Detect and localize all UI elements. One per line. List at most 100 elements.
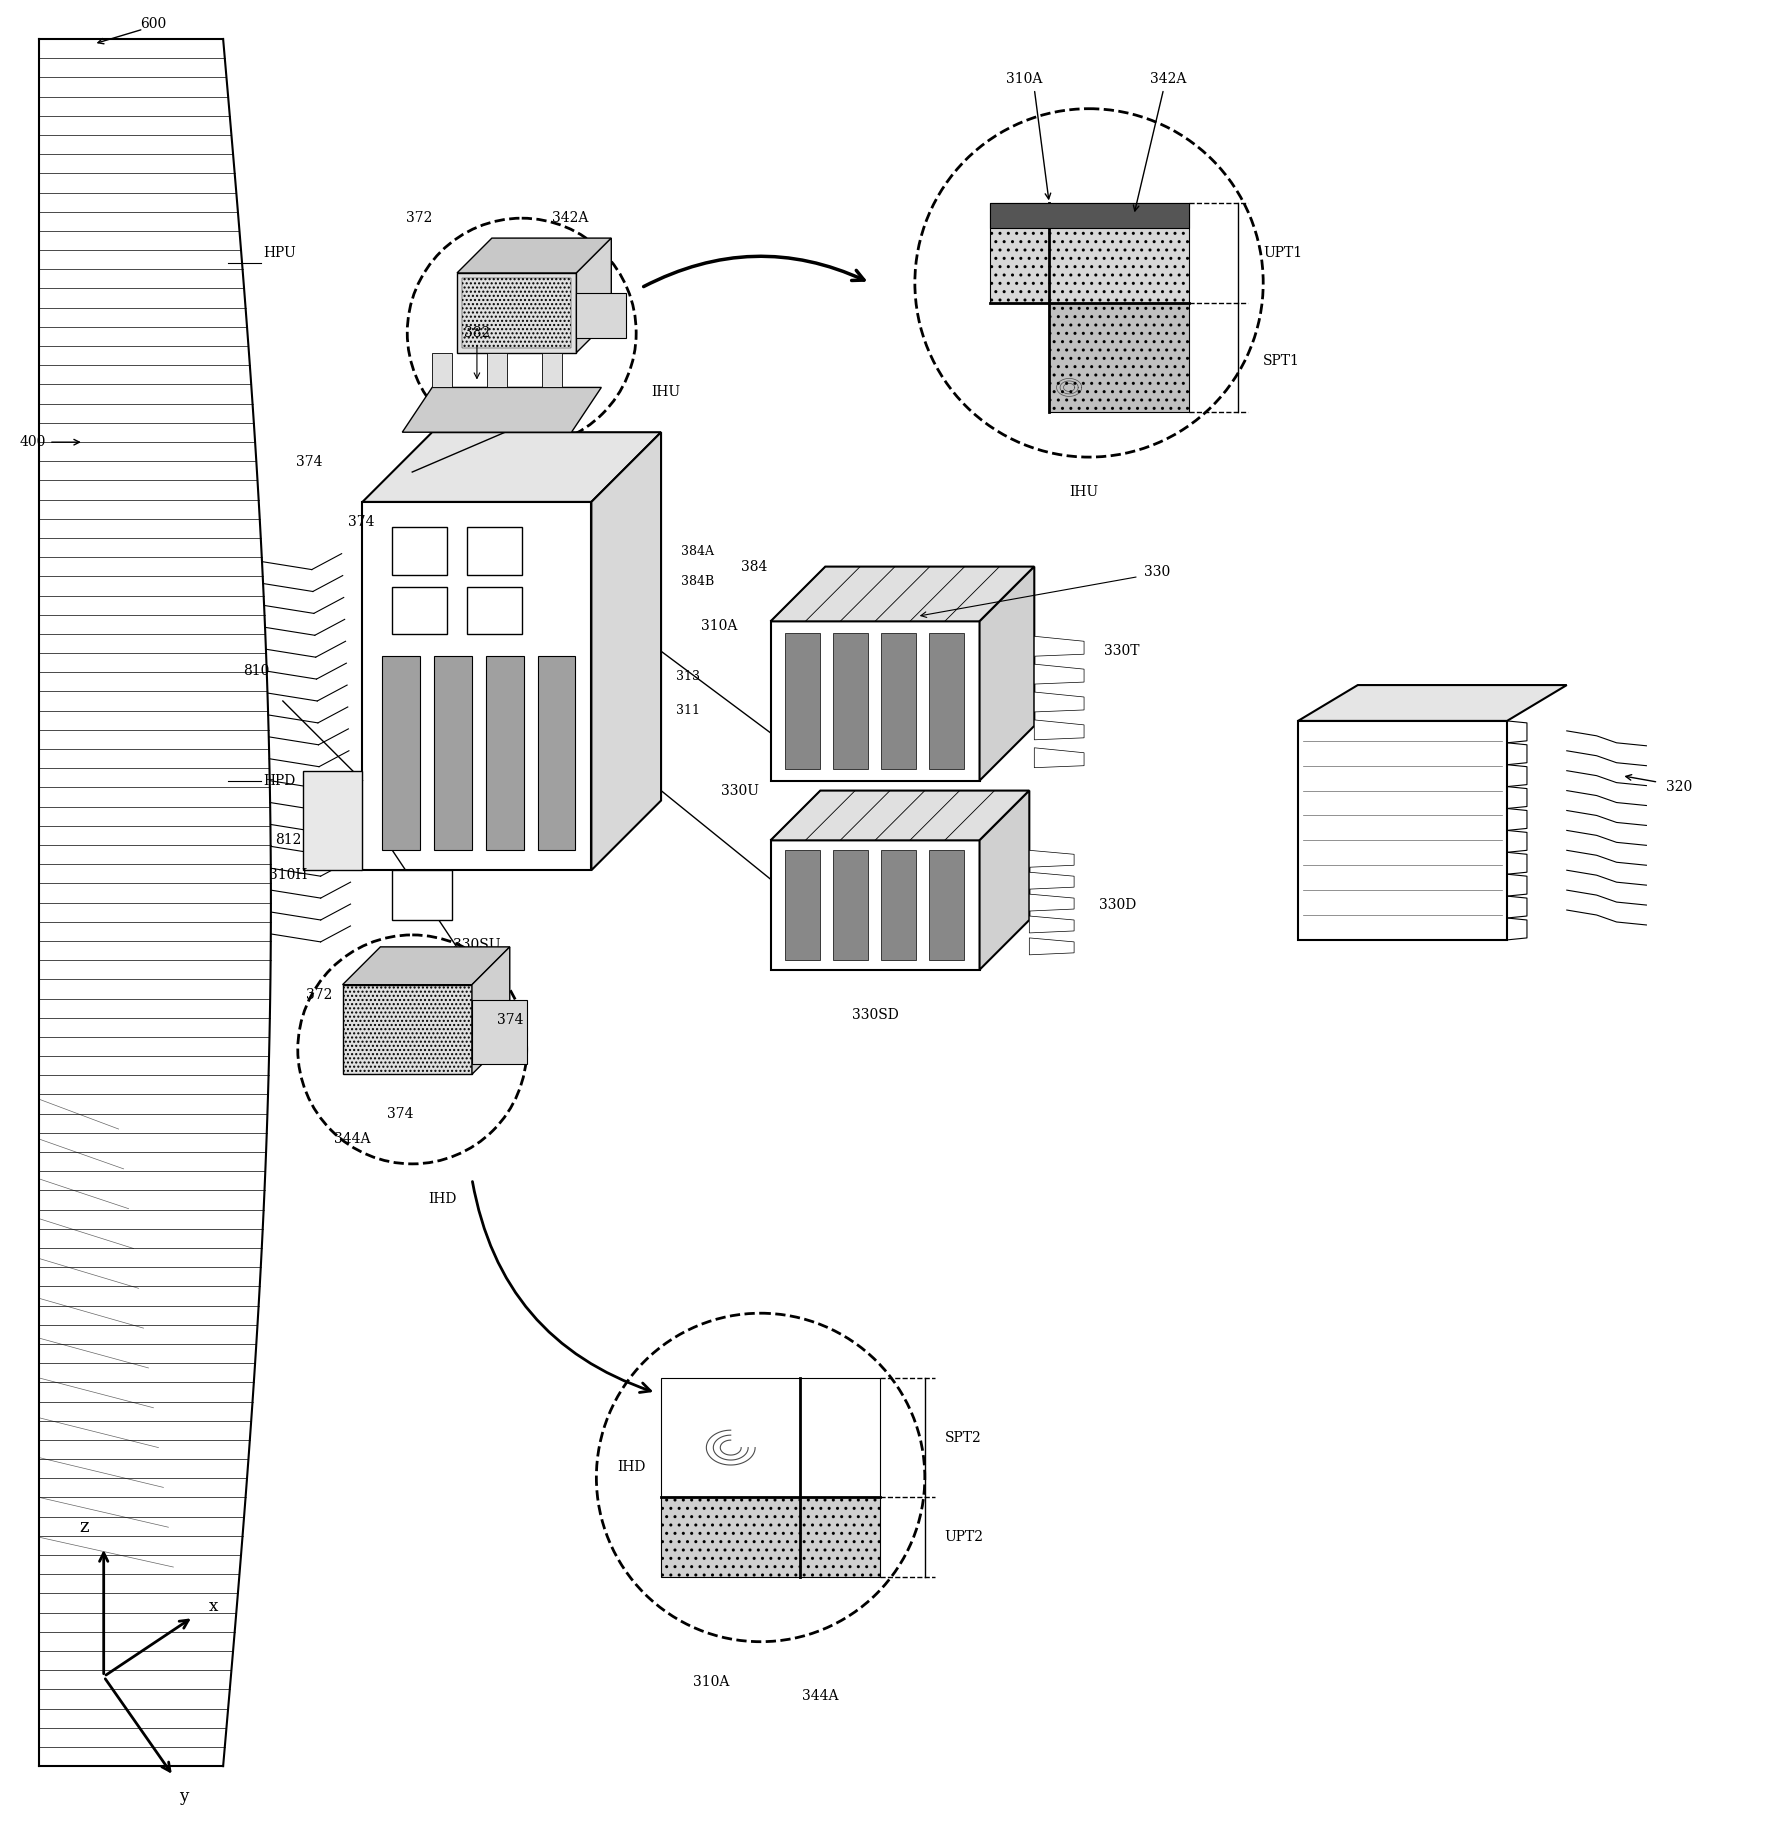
Polygon shape — [591, 432, 660, 871]
Polygon shape — [1030, 895, 1074, 911]
Polygon shape — [457, 239, 611, 274]
Text: 384A: 384A — [681, 546, 713, 558]
Polygon shape — [770, 621, 979, 781]
Text: IHU: IHU — [651, 386, 680, 399]
Polygon shape — [1297, 720, 1506, 941]
Text: UPT1: UPT1 — [1264, 246, 1303, 261]
Polygon shape — [1030, 851, 1074, 867]
Text: IHD: IHD — [428, 1192, 457, 1205]
Text: 382: 382 — [464, 325, 490, 340]
Text: 372: 372 — [405, 211, 432, 226]
Text: 330: 330 — [1143, 564, 1170, 579]
Text: 310H: 310H — [269, 869, 306, 882]
Polygon shape — [393, 871, 451, 920]
Text: 374: 374 — [347, 514, 373, 529]
Text: UPT2: UPT2 — [945, 1530, 984, 1545]
Text: 600: 600 — [140, 17, 166, 31]
Polygon shape — [577, 292, 627, 338]
Polygon shape — [363, 432, 660, 502]
Polygon shape — [979, 566, 1034, 781]
Polygon shape — [393, 586, 448, 634]
Polygon shape — [786, 851, 820, 959]
Polygon shape — [989, 204, 1189, 303]
Text: SPT2: SPT2 — [945, 1431, 982, 1444]
Polygon shape — [770, 840, 979, 970]
Polygon shape — [473, 999, 527, 1064]
Text: 310A: 310A — [1005, 72, 1043, 86]
Polygon shape — [343, 985, 473, 1075]
Text: 330SD: 330SD — [851, 1007, 899, 1021]
Polygon shape — [770, 566, 1034, 621]
Text: y: y — [179, 1787, 188, 1804]
Text: 372: 372 — [306, 988, 333, 1001]
Polygon shape — [457, 274, 577, 353]
Polygon shape — [467, 527, 522, 575]
Polygon shape — [1297, 685, 1566, 720]
Polygon shape — [1034, 748, 1083, 768]
Polygon shape — [834, 634, 867, 768]
Polygon shape — [929, 851, 963, 959]
Text: 812: 812 — [274, 834, 301, 847]
Text: 310A: 310A — [692, 1675, 729, 1688]
Text: 374: 374 — [296, 456, 322, 468]
Polygon shape — [538, 656, 575, 851]
Text: 310A: 310A — [701, 619, 738, 634]
Text: HPD: HPD — [264, 773, 296, 788]
Polygon shape — [979, 790, 1030, 970]
Text: z: z — [80, 1517, 88, 1536]
Polygon shape — [402, 388, 602, 432]
Text: 384: 384 — [740, 560, 766, 573]
Polygon shape — [929, 634, 963, 768]
Polygon shape — [382, 656, 419, 851]
Text: x: x — [209, 1598, 218, 1615]
Text: 400: 400 — [19, 435, 46, 450]
Text: HPU: HPU — [264, 246, 296, 261]
Polygon shape — [542, 353, 561, 388]
Text: 311: 311 — [676, 704, 699, 718]
Polygon shape — [577, 239, 611, 353]
Text: SPT1: SPT1 — [1264, 353, 1301, 367]
Polygon shape — [467, 586, 522, 634]
Text: 320: 320 — [1666, 779, 1692, 794]
Text: 342A: 342A — [552, 211, 588, 226]
Polygon shape — [393, 527, 448, 575]
Text: 330T: 330T — [1104, 645, 1140, 658]
Text: IHU: IHU — [1069, 485, 1099, 500]
Text: 330SU: 330SU — [453, 939, 501, 952]
Polygon shape — [363, 502, 591, 871]
Polygon shape — [834, 851, 867, 959]
Polygon shape — [487, 656, 524, 851]
Polygon shape — [1050, 303, 1189, 411]
Text: 330D: 330D — [1099, 898, 1136, 911]
Polygon shape — [303, 772, 363, 871]
Text: 344A: 344A — [335, 1132, 370, 1146]
Polygon shape — [432, 353, 451, 388]
Polygon shape — [989, 204, 1189, 228]
Polygon shape — [1030, 917, 1074, 933]
Text: 313: 313 — [676, 671, 699, 683]
Text: 374: 374 — [497, 1012, 524, 1027]
Polygon shape — [1034, 720, 1083, 740]
Polygon shape — [1034, 693, 1083, 713]
Polygon shape — [881, 851, 915, 959]
Polygon shape — [473, 946, 510, 1075]
Polygon shape — [786, 634, 820, 768]
Text: 342A: 342A — [1150, 72, 1188, 86]
Text: IHD: IHD — [618, 1460, 646, 1475]
Polygon shape — [434, 656, 473, 851]
Polygon shape — [1034, 665, 1083, 683]
Polygon shape — [1030, 873, 1074, 889]
Polygon shape — [770, 790, 1030, 840]
Polygon shape — [1034, 636, 1083, 656]
Text: 344A: 344A — [802, 1690, 839, 1703]
Polygon shape — [1030, 939, 1074, 955]
Polygon shape — [487, 353, 506, 388]
Text: 374: 374 — [388, 1108, 414, 1121]
Text: 384B: 384B — [681, 575, 715, 588]
Text: 810: 810 — [242, 665, 269, 678]
Text: 330U: 330U — [720, 784, 759, 797]
Polygon shape — [660, 1497, 880, 1576]
Polygon shape — [881, 634, 915, 768]
Polygon shape — [660, 1378, 880, 1497]
Polygon shape — [343, 946, 510, 985]
